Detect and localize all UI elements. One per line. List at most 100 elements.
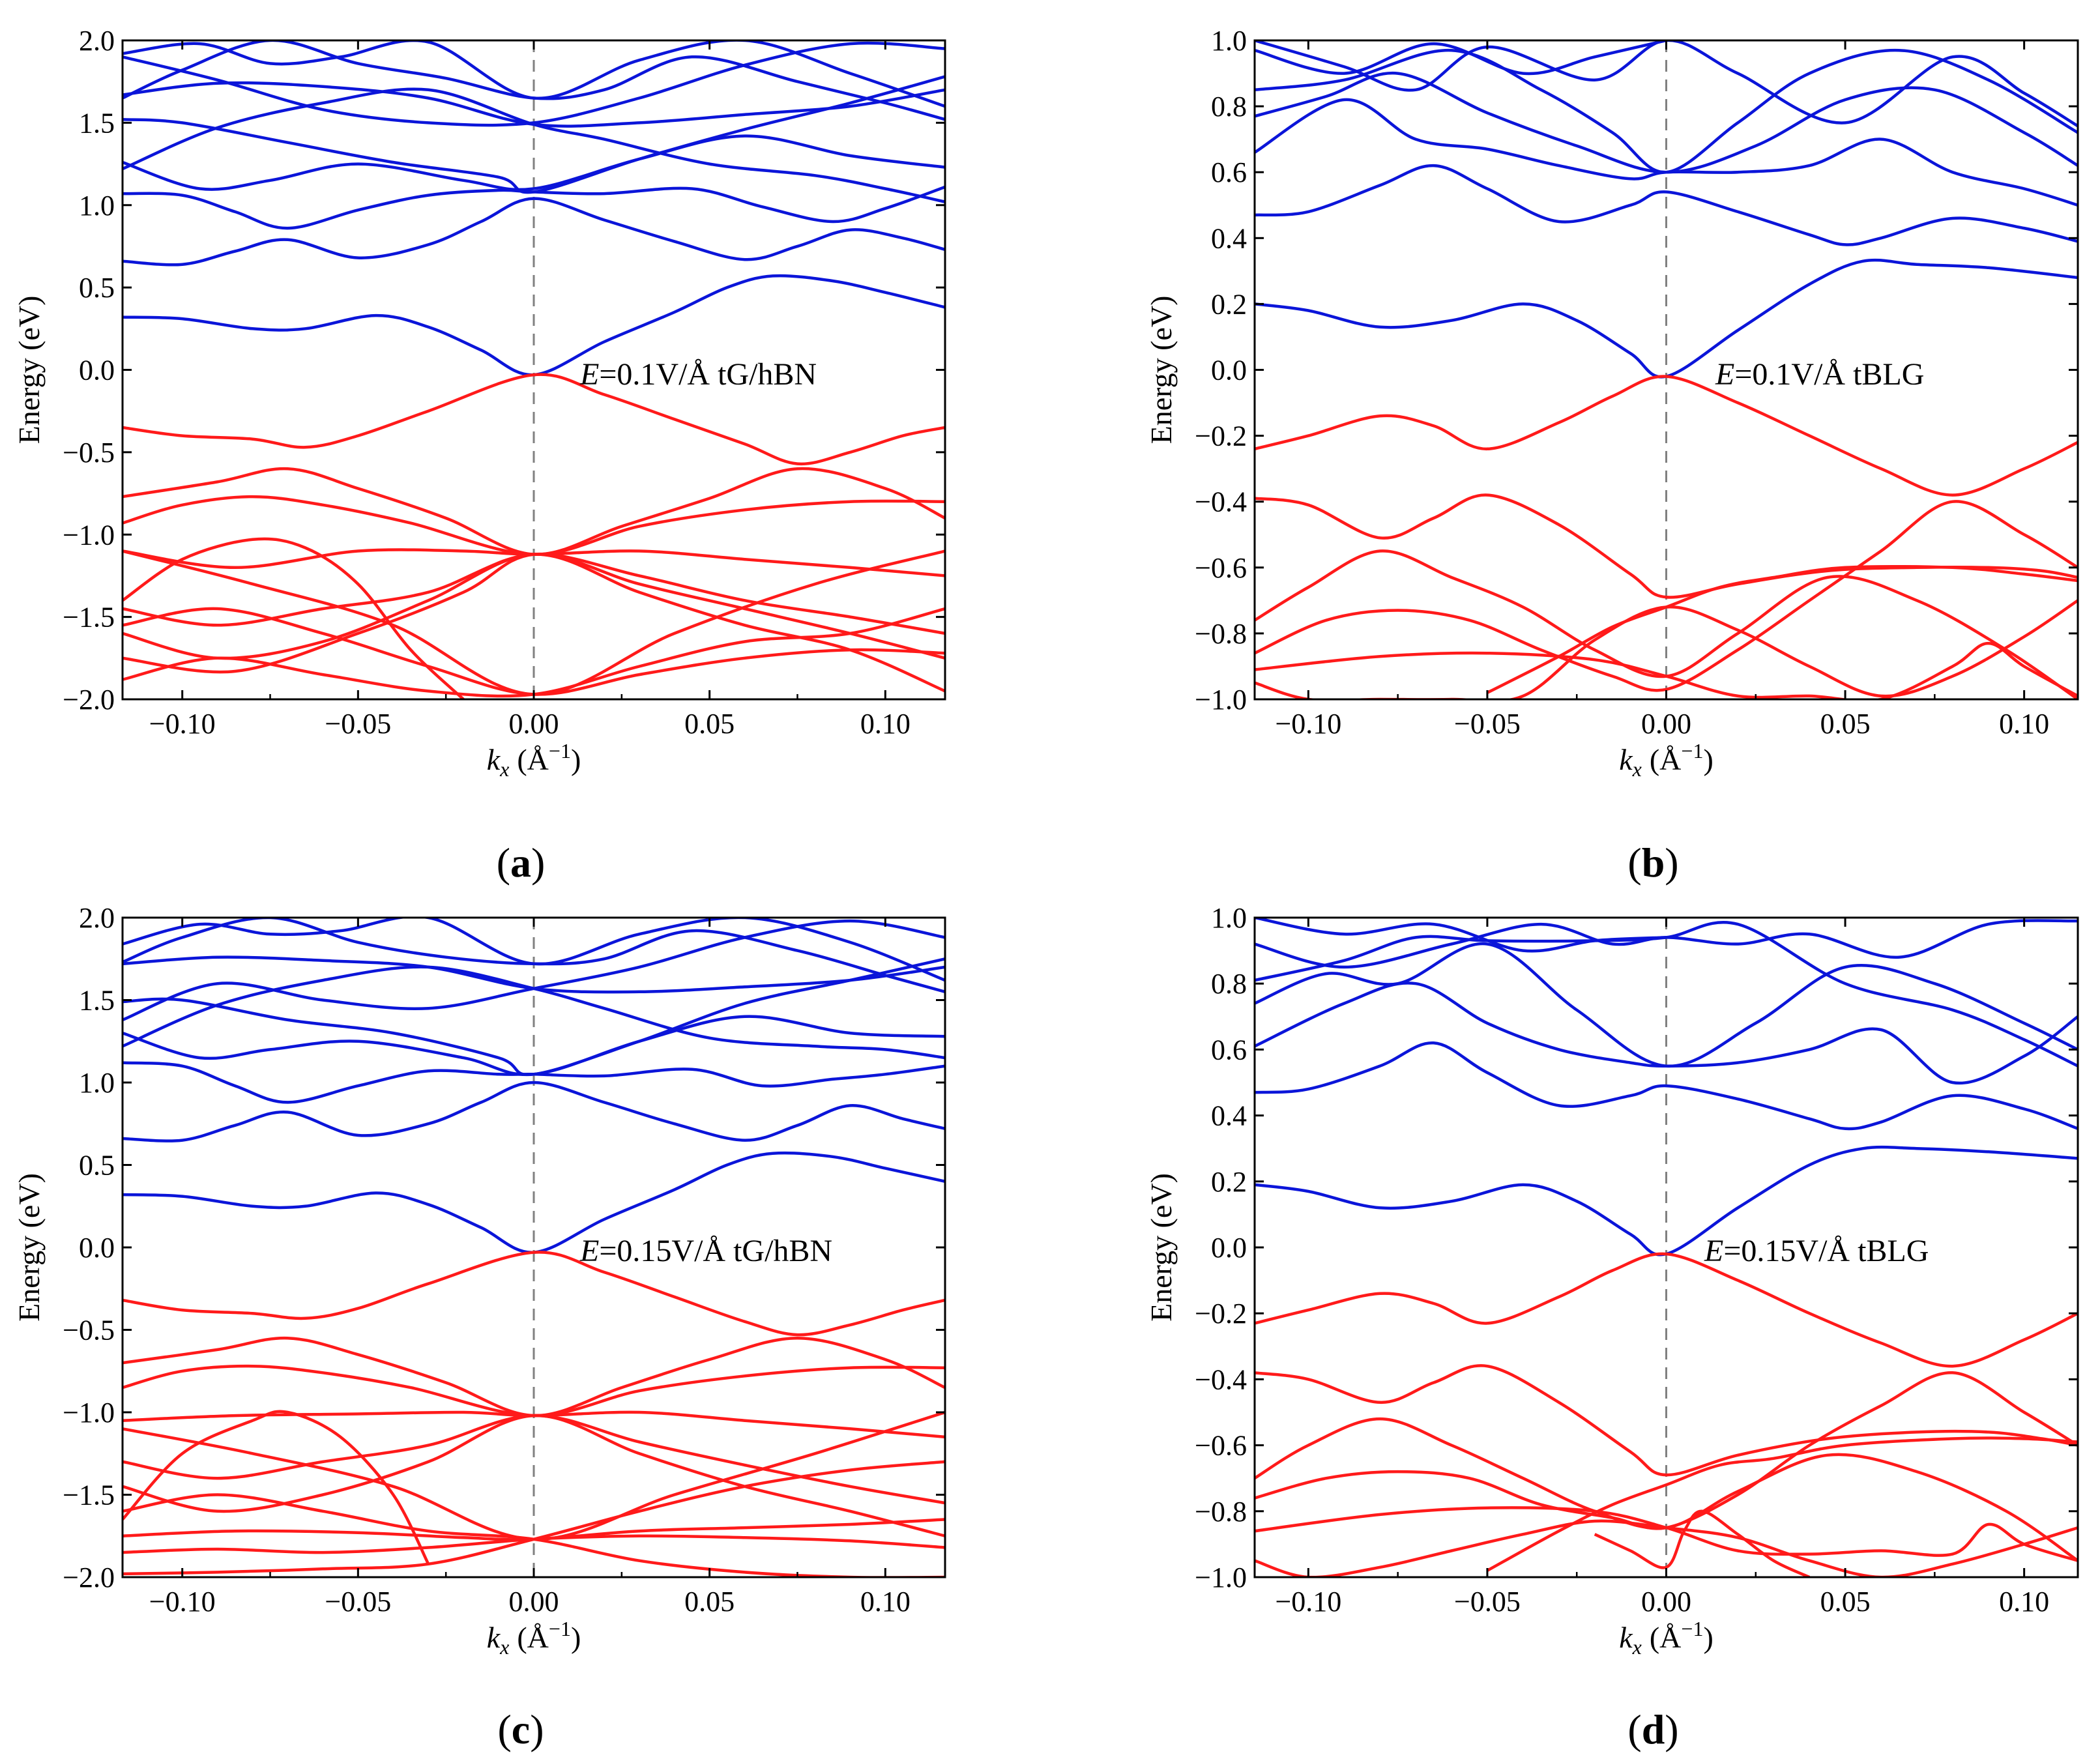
band-valence-v3 <box>1255 549 2078 699</box>
y-tick-label: −0.2 <box>1195 420 1247 452</box>
panel-label-close: ) <box>530 1706 544 1752</box>
y-tick-label: −2.0 <box>63 684 115 716</box>
band-conduction-c5 <box>123 75 945 194</box>
x-label-var: k <box>1619 1621 1633 1654</box>
x-tick-label: −0.05 <box>325 1586 391 1618</box>
panel-c: −0.10 −0.05 0.00 0.05 0.10 −2.0 −1.5 −1.0 −0.5 0.… <box>12 902 946 1752</box>
band-valence-v5 <box>123 1410 430 1565</box>
band-conduction-c2 <box>1255 164 2078 246</box>
band-conduction-c7 <box>123 81 945 128</box>
x-axis-label: kx (Å−1) <box>1619 1617 1714 1659</box>
x-tick-label: −0.10 <box>1275 708 1341 740</box>
y-tick-label: 0.0 <box>1211 1232 1247 1264</box>
band-valence-v5 <box>1255 1506 2078 1562</box>
panel-label: (d) <box>1627 1706 1678 1752</box>
y-tick-label: 0.0 <box>1211 355 1247 386</box>
y-tick-label: 0.2 <box>1211 288 1247 320</box>
y-tick-label: −1.0 <box>1195 684 1247 716</box>
x-tick-label: 0.05 <box>684 708 735 740</box>
panel-label-letter: c <box>512 1706 530 1752</box>
x-label-close: ) <box>1703 1621 1713 1654</box>
band-conduction-c6 <box>123 965 945 1060</box>
x-label-var: k <box>1619 743 1633 776</box>
annotation-text: =0.15V/Å tBLG <box>1723 1234 1929 1268</box>
x-label-sub: x <box>499 1635 509 1659</box>
panel-label-close: ) <box>1665 839 1678 886</box>
band-valence-v8 <box>1594 1509 1811 1577</box>
x-axis-label: kx (Å−1) <box>487 1617 581 1659</box>
panel-label-letter: b <box>1642 839 1665 886</box>
y-tick-label: 1.0 <box>79 190 115 222</box>
y-axis-label: Energy (eV) <box>1145 296 1178 444</box>
panel-b: −0.10 −0.05 0.00 0.05 0.10 −1.0 −0.8 −0.6 −0.4 −0… <box>1145 25 2079 886</box>
y-tick-label: 0.4 <box>1211 1100 1247 1132</box>
y-tick-label: 2.0 <box>79 902 115 934</box>
x-tick-label: 0.00 <box>509 1586 559 1618</box>
panel-label-close: ) <box>531 839 545 886</box>
panel-label-open: ( <box>1627 839 1641 886</box>
y-tick-label: −0.4 <box>1195 1363 1247 1395</box>
x-label-exp: −1 <box>1681 1617 1703 1640</box>
x-tick-label: 0.00 <box>1641 1586 1691 1618</box>
y-tick-label: 1.0 <box>1211 902 1247 934</box>
panel-a: −0.10 −0.05 0.00 0.05 0.10 −2.0 −1.5 −1.0 −0.5 0.… <box>12 25 946 886</box>
band-valence-v9 <box>123 552 945 674</box>
x-axis-label: kx (Å−1) <box>487 739 581 781</box>
band-valence-v8 <box>123 1414 945 1537</box>
y-tick-label: 0.5 <box>79 1150 115 1182</box>
band-conduction-c1 <box>1255 258 2078 379</box>
y-tick-label: −1.0 <box>63 1397 115 1429</box>
panel-label: (b) <box>1627 839 1678 886</box>
x-tick-label: 0.05 <box>684 1586 735 1618</box>
y-tick-label: 0.2 <box>1211 1166 1247 1198</box>
y-tick-label: 0.8 <box>1211 91 1247 123</box>
panel-d: −0.10 −0.05 0.00 0.05 0.10 −1.0 −0.8 −0.6 −0.4 −0… <box>1145 902 2079 1752</box>
y-tick-label: −2.0 <box>63 1562 115 1593</box>
x-label-close: ) <box>1703 743 1713 776</box>
field-annotation: E=0.15V/Å tG/hBN <box>579 1234 832 1268</box>
band-valence-v3 <box>123 495 945 556</box>
band-valence-v1 <box>123 373 945 466</box>
band-conduction-c5 <box>1255 48 2078 174</box>
panel-label-close: ) <box>1665 1706 1678 1752</box>
x-label-unit: (Å <box>1650 743 1682 776</box>
y-tick-label: 0.0 <box>79 355 115 386</box>
y-tick-label: 0.6 <box>1211 156 1247 188</box>
band-conduction-c2 <box>123 1081 945 1142</box>
x-label-unit: (Å <box>1650 1621 1682 1654</box>
band-conduction-c2 <box>1255 1041 2078 1131</box>
y-tick-label: 2.0 <box>79 25 115 57</box>
band-conduction-c2 <box>123 197 945 267</box>
x-tick-label: 0.00 <box>1641 708 1691 740</box>
x-tick-label: 0.10 <box>860 708 911 740</box>
annotation-var: E <box>579 1234 599 1268</box>
band-conduction-c4 <box>123 134 945 192</box>
x-label-close: ) <box>571 743 581 776</box>
x-label-sub: x <box>1632 1635 1642 1659</box>
x-tick-label: −0.05 <box>1454 708 1521 740</box>
annotation-text: =0.1V/Å tBLG <box>1734 357 1924 392</box>
y-tick-label: 0.5 <box>79 272 115 304</box>
x-tick-label: −0.05 <box>1454 1586 1521 1618</box>
band-curves <box>1255 918 2078 1577</box>
band-conduction-c6 <box>1255 920 2078 1068</box>
band-conduction-c10 <box>123 918 945 982</box>
x-tick-label: −0.05 <box>325 708 391 740</box>
y-tick-label: 1.5 <box>79 985 115 1017</box>
panel-label-open: ( <box>497 1706 511 1752</box>
x-tick-label: −0.10 <box>149 708 216 740</box>
band-conduction-c3 <box>1255 98 2078 207</box>
panel-label-letter: a <box>510 839 531 886</box>
x-tick-label: −0.10 <box>149 1586 216 1618</box>
y-tick-label: 0.6 <box>1211 1034 1247 1066</box>
y-tick-label: −0.4 <box>1195 486 1247 518</box>
x-tick-label: −0.10 <box>1275 1586 1341 1618</box>
band-valence-v2 <box>1255 1364 2078 1477</box>
x-tick-label: 0.10 <box>1999 1586 2049 1618</box>
panel-label: (a) <box>497 839 546 886</box>
x-label-unit: (Å <box>517 1621 549 1654</box>
y-tick-label: 0.4 <box>1211 222 1247 254</box>
y-tick-label: −0.8 <box>1195 618 1247 650</box>
y-tick-label: 1.0 <box>79 1067 115 1099</box>
